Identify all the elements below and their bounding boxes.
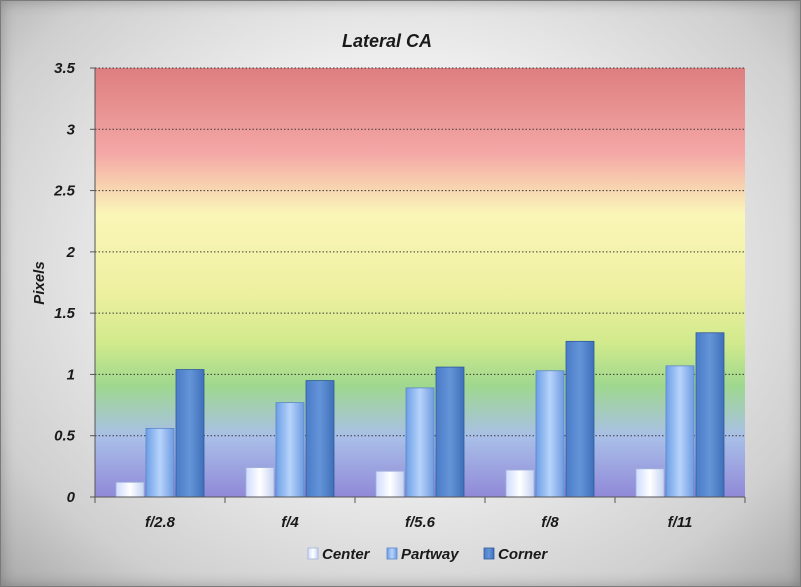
bar-center-0 [115,481,145,498]
y-tick-label: 3 [67,121,76,138]
y-tick-label: 1 [67,366,75,383]
legend: Center Partway Corner [307,546,548,563]
chart-title: Lateral CA [342,31,432,51]
axes-group [94,68,745,498]
y-tick-label: 1.5 [54,305,76,322]
x-tick-label: f/11 [668,514,693,531]
bar-corner-3 [565,340,595,498]
x-tick-label: f/5.6 [405,514,436,531]
bar-partway-1 [275,402,305,498]
bar-partway-4 [665,365,695,498]
bars-group [115,332,725,498]
x-tick-label: f/2.8 [145,514,176,531]
legend-label-corner: Corner [498,546,548,563]
bar-corner-4 [695,332,725,498]
bar-corner-0 [175,369,205,498]
x-tick-labels: f/2.8 f/4 f/5.6 f/8 f/11 [94,497,746,531]
y-tick-label: 0 [67,489,76,506]
y-axis-label: Pixels [31,261,48,304]
bar-center-1 [245,467,275,498]
legend-label-partway: Partway [401,546,459,563]
bar-corner-2 [435,366,465,498]
y-tick-labels: 0 0.5 1 1.5 2 2.5 3 3.5 [53,60,95,506]
legend-swatch-center [307,547,319,560]
legend-label-center: Center [322,546,371,563]
bar-partway-2 [405,387,435,498]
y-tick-label: 2 [66,244,76,261]
bar-center-4 [635,468,665,498]
y-tick-label: 3.5 [54,60,76,77]
bar-partway-3 [535,370,565,498]
y-tick-label: 2.5 [53,183,76,200]
bar-corner-1 [305,380,335,498]
x-tick-label: f/4 [281,514,299,531]
bar-center-3 [505,469,535,498]
y-tick-label: 0.5 [54,428,76,445]
bar-partway-0 [145,427,175,498]
legend-swatch-corner [483,547,495,560]
legend-swatch-partway [386,547,398,560]
x-tick-label: f/8 [541,514,559,531]
bar-center-2 [375,470,405,498]
